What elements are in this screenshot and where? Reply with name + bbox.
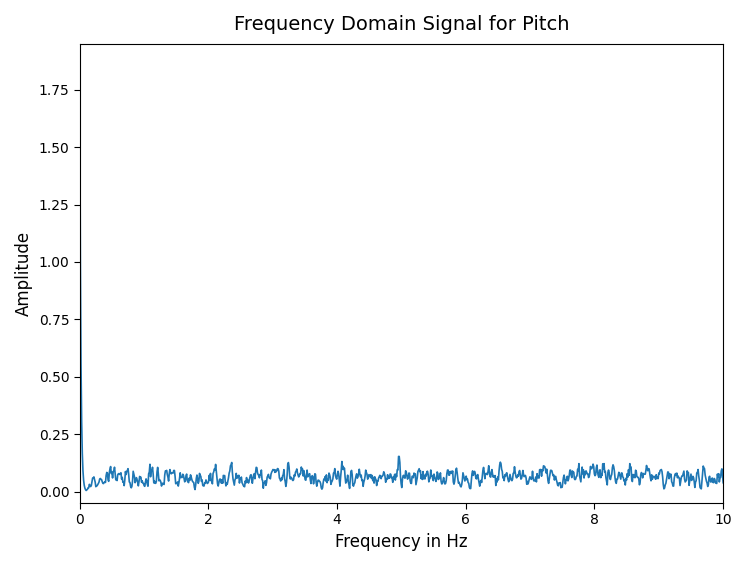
Title: Frequency Domain Signal for Pitch: Frequency Domain Signal for Pitch [234, 15, 569, 34]
X-axis label: Frequency in Hz: Frequency in Hz [335, 533, 468, 551]
Y-axis label: Amplitude: Amplitude [15, 231, 33, 316]
